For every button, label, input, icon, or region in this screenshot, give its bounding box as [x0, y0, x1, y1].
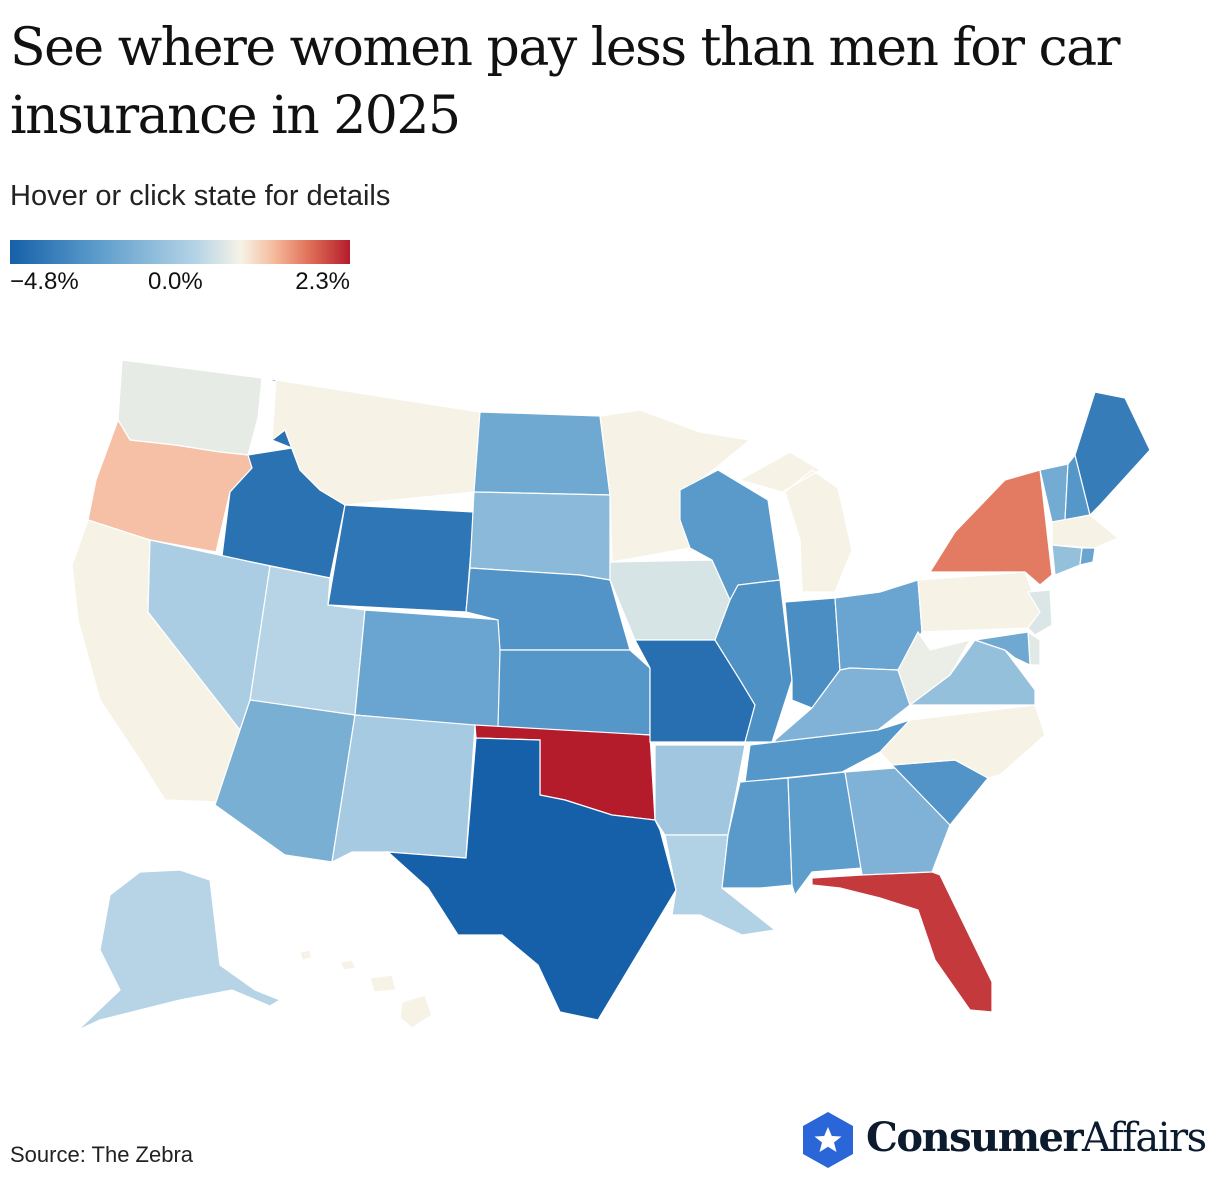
legend-labels: −4.8% 0.0% 2.3% — [10, 268, 350, 298]
state-iowa[interactable]: Iowa: -0.6% — [609, 559, 731, 641]
state-new-jersey[interactable]: New Jersey: -0.5% — [1026, 589, 1053, 636]
logo-text-consumer: Consumer — [866, 1114, 1084, 1161]
state-wyoming[interactable]: Wyoming: -4.1% — [327, 504, 475, 613]
color-legend: −4.8% 0.0% 2.3% — [10, 240, 350, 298]
legend-min-label: −4.8% — [10, 268, 79, 295]
state-new-york[interactable]: New York: 1.6% — [928, 469, 1053, 586]
state-maryland[interactable]: Maryland: -2.5% — [974, 631, 1031, 666]
state-rhode-island[interactable]: Rhode Island: -2.6% — [1079, 547, 1096, 566]
state-new-mexico[interactable]: New Mexico: -1.5% — [331, 714, 476, 864]
state-west-virginia[interactable]: West Virginia: -0.2% — [897, 630, 972, 706]
state-alaska[interactable]: Alaska: -1.2% — [77, 869, 282, 1031]
state-maine[interactable]: Maine: -3.9% — [1074, 391, 1151, 517]
state-kansas[interactable]: Kansas: -3% — [497, 649, 651, 736]
us-choropleth-map: Washington: -0.3% Oregon: 0.8% Californi… — [71, 359, 1151, 1031]
logo-text-affairs: Affairs — [1082, 1115, 1207, 1161]
star-hexagon-icon — [803, 1112, 853, 1168]
map-subtitle: Hover or click state for details — [10, 180, 391, 212]
state-florida[interactable]: Florida: 2.1% — [811, 871, 993, 1013]
state-south-dakota[interactable]: South Dakota: -2% — [469, 491, 611, 581]
state-north-dakota[interactable]: North Dakota: -2.5% — [473, 411, 611, 496]
consumeraffairs-logo[interactable]: ConsumerAffairs — [800, 1108, 1212, 1170]
legend-max-label: 2.3% — [295, 268, 350, 295]
legend-mid-label: 0.0% — [148, 268, 203, 295]
state-hawaii[interactable]: Hawaii: 0% — [299, 949, 433, 1029]
logo-wordmark: ConsumerAffairs — [866, 1114, 1207, 1161]
state-connecticut[interactable]: Connecticut: -1.8% — [1051, 544, 1083, 576]
legend-gradient-bar — [10, 240, 350, 264]
state-north-carolina[interactable]: North Carolina: 0% — [879, 704, 1046, 779]
state-georgia[interactable]: Georgia: -2.2% — [844, 767, 951, 876]
map-title: See where women pay less than men for ca… — [10, 18, 1120, 146]
state-colorado[interactable]: Colorado: -2.6% — [354, 609, 504, 729]
state-illinois[interactable]: Illinois: -3.2% — [714, 579, 793, 743]
state-pennsylvania[interactable]: Pennsylvania: 0% — [917, 571, 1041, 633]
state-michigan[interactable]: Michigan: 0% — [738, 451, 853, 593]
state-texas[interactable]: Texas: -4.8% — [386, 737, 677, 1021]
state-massachusetts[interactable]: Massachusetts: 0% — [1051, 514, 1120, 549]
source-credit: Source: The Zebra — [10, 1142, 194, 1167]
